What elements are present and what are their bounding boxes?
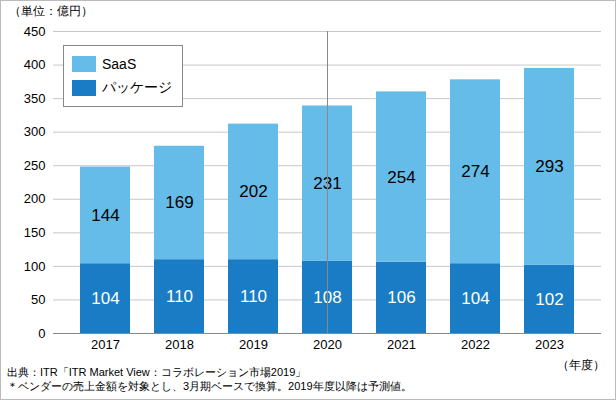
svg-text:200: 200 [24,191,46,206]
svg-text:106: 106 [387,288,415,307]
html-text:＊ベンダーの売上金額を対象とし、3月期ベースで換算。2019: ＊ベンダーの売上金額を対象とし、3月期ベースで換算。2019年度以降は予測値。 [7,380,412,392]
svg-text:104: 104 [461,289,489,308]
svg-text:300: 300 [24,124,46,139]
svg-text:254: 254 [387,168,415,187]
svg-text:293: 293 [535,157,563,176]
svg-text:202: 202 [239,182,267,201]
svg-text:350: 350 [24,91,46,106]
svg-text:2022: 2022 [461,337,490,352]
svg-text:150: 150 [24,225,46,240]
html-text:（年度）: （年度） [557,358,605,372]
svg-text:144: 144 [91,206,119,225]
svg-text:110: 110 [240,287,267,306]
svg-text:110: 110 [166,287,193,306]
svg-text:400: 400 [24,57,46,72]
html-text:SaaS: SaaS [102,56,137,72]
svg-text:50: 50 [31,292,45,307]
html-text:パッケージ: パッケージ [102,79,172,95]
svg-text:2023: 2023 [535,337,564,352]
svg-text:0: 0 [38,326,45,341]
html-text:出典：ITR「ITR Market View：コラボレーショ: 出典：ITR「ITR Market View：コラボレーション市場2019」 [7,366,307,378]
svg-text:231: 231 [313,173,342,193]
svg-text:104: 104 [91,289,119,308]
svg-text:2019: 2019 [239,337,268,352]
svg-text:102: 102 [535,290,563,309]
svg-text:108: 108 [313,287,342,307]
svg-text:2017: 2017 [91,337,120,352]
svg-text:274: 274 [461,162,489,181]
svg-text:2020: 2020 [313,337,342,352]
svg-text:450: 450 [24,24,46,39]
svg-text:250: 250 [24,158,46,173]
svg-text:2021: 2021 [387,337,416,352]
html-text:（単位：億円）: （単位：億円） [9,4,93,18]
svg-text:2018: 2018 [165,337,194,352]
svg-text:169: 169 [165,193,193,212]
svg-text:100: 100 [24,259,46,274]
